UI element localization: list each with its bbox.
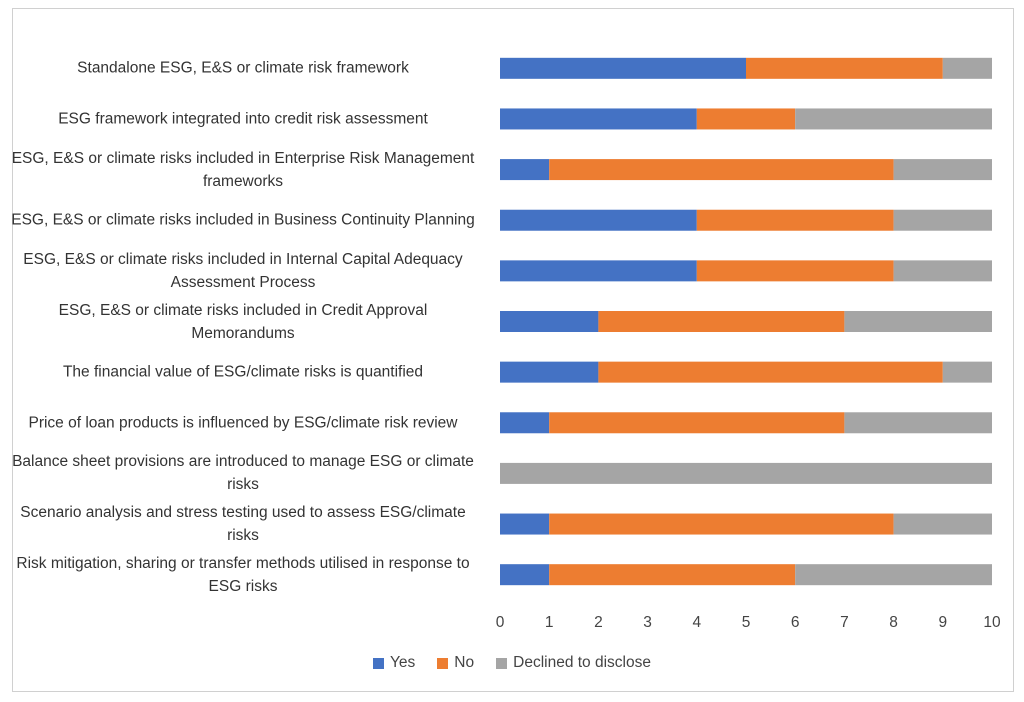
bar-segment — [696, 108, 796, 130]
legend-swatch — [373, 657, 384, 669]
bar-segment — [696, 209, 894, 231]
bar-segment — [893, 260, 992, 282]
bar-segment — [598, 311, 845, 332]
bar-segment — [549, 513, 894, 535]
bar-segment — [942, 57, 992, 79]
legend-item: No — [437, 654, 474, 672]
x-tick-label: 1 — [545, 614, 554, 631]
bar-segment — [549, 159, 894, 181]
category-label: ESG framework integrated into credit ris… — [58, 110, 428, 128]
x-tick-label: 4 — [692, 614, 701, 631]
category-label: Balance sheet provisions are introduced … — [12, 453, 474, 494]
legend-swatch — [437, 657, 449, 669]
category-label: Scenario analysis and stress testing use… — [20, 504, 466, 545]
bar-segment — [549, 412, 845, 434]
bar-segment — [746, 57, 943, 79]
x-tick-label: 3 — [643, 614, 652, 631]
bar-segment — [500, 564, 550, 586]
x-tick-label: 9 — [938, 614, 947, 631]
bar-segment — [500, 108, 697, 130]
legend-item: Yes — [373, 654, 415, 672]
bar-segment — [795, 108, 992, 130]
bar-segment — [500, 462, 992, 484]
bar-segment — [500, 311, 599, 332]
bar-segment — [893, 513, 992, 535]
bar-segment — [500, 412, 550, 434]
category-label: The financial value of ESG/climate risks… — [62, 363, 424, 381]
x-tick-label: 10 — [983, 614, 1001, 631]
bar-segment — [598, 361, 943, 383]
x-tick-label: 5 — [742, 614, 751, 631]
chart-legend: Yes No Declined to disclose — [0, 654, 1024, 672]
bar-segment — [696, 260, 894, 282]
x-tick-label: 8 — [889, 614, 898, 631]
x-tick-label: 2 — [594, 614, 603, 631]
category-label: Risk mitigation, sharing or transfer met… — [16, 554, 470, 595]
bar-segment — [549, 564, 796, 586]
bar-segment — [795, 564, 992, 586]
x-tick-label: 7 — [840, 614, 849, 631]
legend-item: Declined to disclose — [496, 654, 651, 672]
legend-swatch — [496, 657, 508, 669]
legend-label: Declined to disclose — [513, 654, 651, 671]
bar-segment — [500, 159, 550, 181]
bar-segment — [500, 361, 599, 383]
category-label: ESG, E&S or climate risks included in En… — [11, 149, 475, 190]
bar-segment — [500, 260, 697, 282]
category-label: Standalone ESG, E&S or climate risk fram… — [77, 59, 409, 77]
bar-segment — [893, 159, 992, 181]
category-label: ESG, E&S or climate risks included in In… — [23, 250, 463, 291]
bar-segment — [844, 412, 992, 434]
bar-segment — [500, 513, 550, 535]
bar-segment — [500, 209, 697, 231]
category-label: ESG, E&S or climate risks included in Bu… — [11, 211, 475, 229]
legend-label: No — [454, 654, 475, 671]
x-tick-label: 6 — [791, 614, 800, 631]
category-label: Price of loan products is influenced by … — [28, 414, 458, 432]
x-tick-label: 0 — [496, 614, 505, 631]
legend-label: Yes — [390, 654, 416, 671]
bar-segment — [500, 57, 746, 79]
bar-segment — [893, 209, 992, 231]
bar-segment — [844, 311, 992, 332]
bar-segment — [942, 361, 992, 383]
category-label: ESG, E&S or climate risks included in Cr… — [58, 301, 428, 342]
